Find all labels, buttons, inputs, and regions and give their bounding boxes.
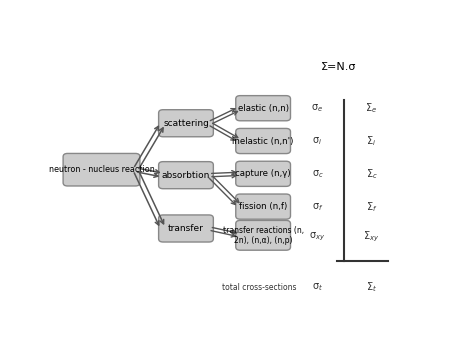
- Text: total cross-sections: total cross-sections: [222, 283, 297, 292]
- Text: neutron - nucleus reaction: neutron - nucleus reaction: [49, 165, 155, 174]
- Text: elastic (n,n): elastic (n,n): [237, 104, 289, 113]
- Text: Σ=N.σ: Σ=N.σ: [321, 62, 356, 72]
- Text: σ$_{xy}$: σ$_{xy}$: [310, 230, 326, 243]
- FancyBboxPatch shape: [236, 194, 291, 219]
- Text: transfer: transfer: [168, 224, 204, 233]
- Text: Σ$_c$: Σ$_c$: [365, 168, 377, 181]
- FancyBboxPatch shape: [159, 215, 213, 242]
- FancyBboxPatch shape: [159, 162, 213, 189]
- Text: transfer reactions (n,
2n), (n,α), (n,p): transfer reactions (n, 2n), (n,α), (n,p): [223, 226, 304, 245]
- Text: σ$_i$: σ$_i$: [312, 136, 323, 147]
- Text: σ$_t$: σ$_t$: [312, 282, 323, 293]
- Text: inelastic (n,n'): inelastic (n,n'): [232, 137, 294, 146]
- Text: σ$_c$: σ$_c$: [311, 169, 323, 180]
- Text: Σ$_i$: Σ$_i$: [366, 135, 376, 148]
- Text: Σ$_t$: Σ$_t$: [366, 280, 377, 294]
- FancyBboxPatch shape: [63, 153, 140, 186]
- FancyBboxPatch shape: [236, 220, 291, 250]
- Text: Σ$_e$: Σ$_e$: [365, 101, 378, 115]
- FancyBboxPatch shape: [236, 161, 291, 186]
- FancyBboxPatch shape: [236, 95, 291, 121]
- FancyBboxPatch shape: [159, 110, 213, 137]
- Text: scattering: scattering: [163, 119, 209, 128]
- Text: σ$_e$: σ$_e$: [311, 102, 324, 114]
- FancyBboxPatch shape: [236, 129, 291, 154]
- Text: Σ$_f$: Σ$_f$: [366, 200, 377, 214]
- Text: capture (n,γ): capture (n,γ): [235, 169, 291, 178]
- Text: σ$_f$: σ$_f$: [312, 201, 323, 213]
- Text: fission (n,f): fission (n,f): [239, 202, 287, 211]
- Text: absorbtion: absorbtion: [162, 171, 210, 180]
- Text: Σ$_{xy}$: Σ$_{xy}$: [363, 229, 380, 244]
